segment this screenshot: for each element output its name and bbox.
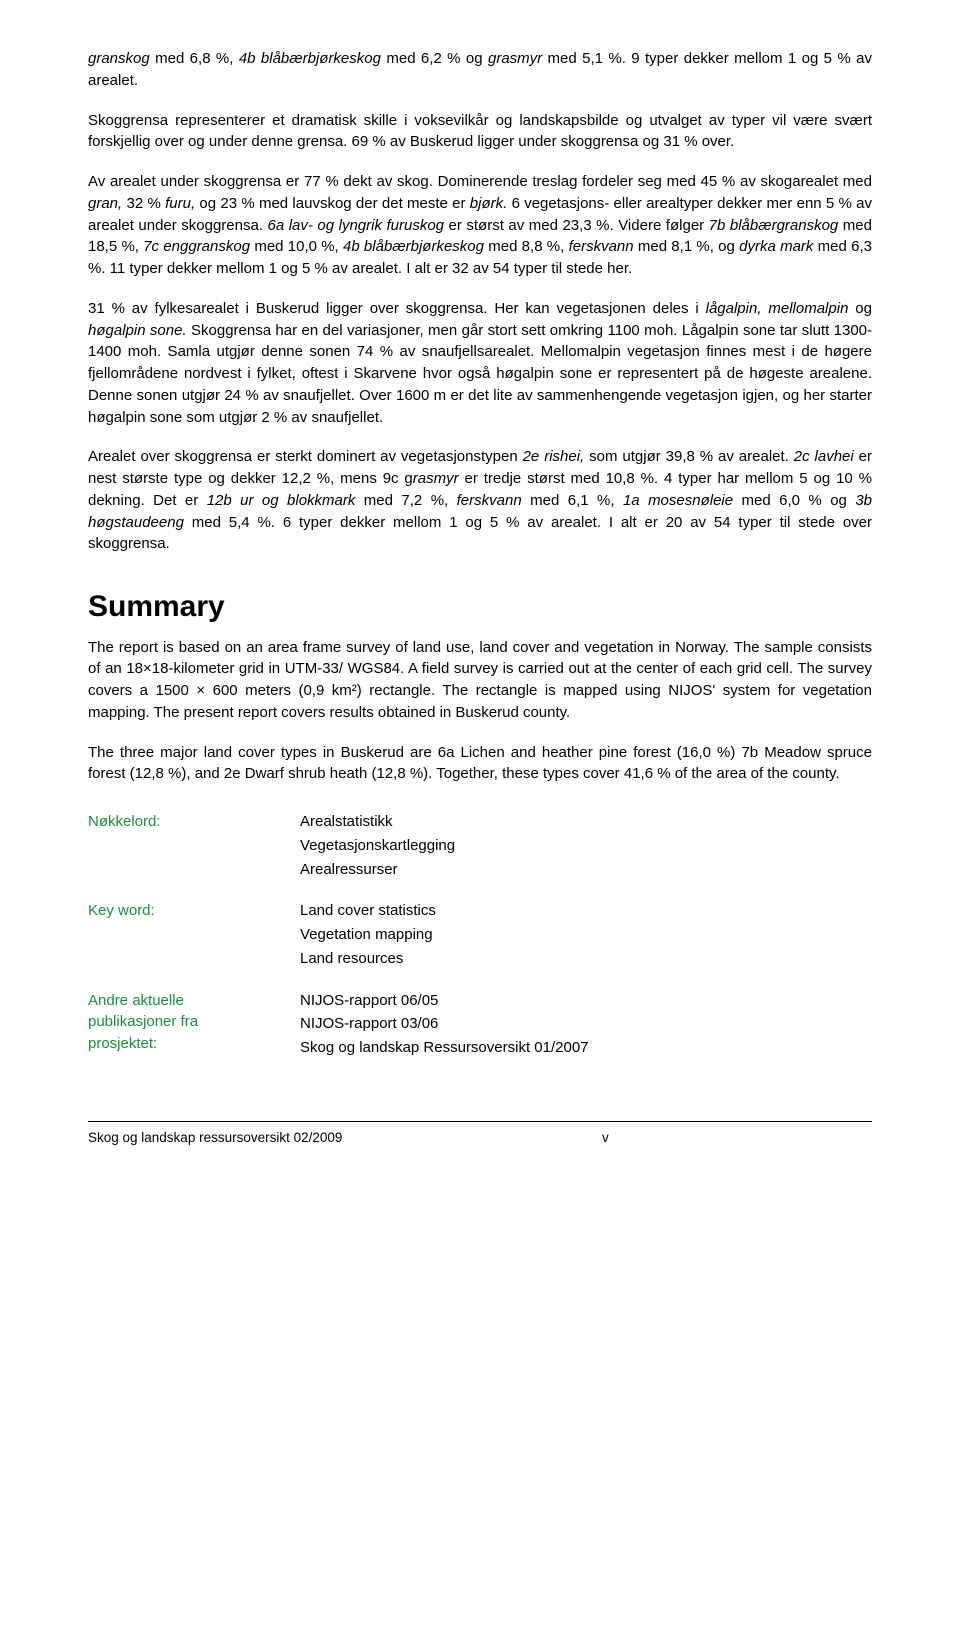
- text: og 23 % med lauvskog der det meste er: [195, 195, 470, 212]
- italic-text: ferskvann: [457, 492, 522, 509]
- italic-text: rasmyr: [413, 470, 459, 487]
- keywords-block: Nøkkelord: Arealstatistikk Vegetasjonska…: [88, 811, 872, 1061]
- text: med 8,8 %,: [484, 238, 569, 255]
- italic-text: bjørk.: [470, 195, 508, 212]
- text: med 6,8 %,: [150, 50, 239, 67]
- footer-left-text: Skog og landskap ressursoversikt 02/2009: [88, 1128, 342, 1148]
- keyword-label-keyword: Key word:: [88, 900, 288, 971]
- italic-text: 7c enggranskog: [143, 238, 250, 255]
- body-paragraph-5: Arealet over skoggrensa er sterkt domine…: [88, 446, 872, 555]
- text: The three major land cover types in Busk…: [88, 744, 872, 783]
- italic-text: furu,: [165, 195, 195, 212]
- body-paragraph-3: Av arealet under skoggrensa er 77 % dekt…: [88, 171, 872, 280]
- keyword-value: Arealstatistikk: [300, 811, 872, 833]
- italic-text: dyrka mark: [739, 238, 813, 255]
- text: 32 %: [122, 195, 165, 212]
- italic-text: gran,: [88, 195, 122, 212]
- keyword-label-line: prosjektet:: [88, 1033, 288, 1055]
- text: med 6,1 %,: [522, 492, 623, 509]
- italic-text: 4b blåbærbjørkeskog: [239, 50, 381, 67]
- summary-paragraph-2: The three major land cover types in Busk…: [88, 742, 872, 786]
- keyword-value: Land resources: [300, 948, 872, 970]
- keyword-label-other-pubs: Andre aktuelle publikasjoner fra prosjek…: [88, 990, 288, 1061]
- keyword-label-line: Andre aktuelle: [88, 990, 288, 1012]
- text: 31 % av fylkesarealet i Buskerud ligger …: [88, 300, 706, 317]
- keyword-value: Arealressurser: [300, 859, 872, 881]
- summary-paragraph-1: The report is based on an area frame sur…: [88, 637, 872, 724]
- italic-text: grasmyr: [488, 50, 542, 67]
- text: Av arealet under skoggrensa er 77 % dekt…: [88, 173, 872, 190]
- keyword-value: NIJOS-rapport 03/06: [300, 1013, 872, 1035]
- text: er størst av med 23,3 %. Videre følger: [444, 217, 709, 234]
- text: med 10,0 %,: [250, 238, 343, 255]
- body-paragraph-2: Skoggrensa representerer et dramatisk sk…: [88, 110, 872, 154]
- keyword-value: NIJOS-rapport 06/05: [300, 990, 872, 1012]
- page-footer: Skog og landskap ressursoversikt 02/2009…: [88, 1121, 872, 1148]
- italic-text: 7b blåbærgranskog: [709, 217, 839, 234]
- italic-text: høgalpin sone.: [88, 322, 187, 339]
- text: med 6,0 % og: [733, 492, 855, 509]
- text: med 7,2 %,: [355, 492, 456, 509]
- italic-text: 2c lavhei: [794, 448, 854, 465]
- italic-text: 6a lav- og lyngrik furuskog: [268, 217, 445, 234]
- italic-text: 12b ur og blokkmark: [207, 492, 356, 509]
- keyword-value: Land cover statistics: [300, 900, 872, 922]
- italic-text: granskog: [88, 50, 150, 67]
- text: The report is based on an area frame sur…: [88, 639, 872, 721]
- text: og: [848, 300, 872, 317]
- keyword-label-nokkelord: Nøkkelord:: [88, 811, 288, 882]
- italic-text: ferskvann: [569, 238, 634, 255]
- keyword-values-keyword: Land cover statistics Vegetation mapping…: [300, 900, 872, 971]
- text: med 6,2 % og: [381, 50, 488, 67]
- footer-page-number: v: [602, 1128, 609, 1148]
- text: Skoggrensa representerer et dramatisk sk…: [88, 112, 872, 151]
- text: Skoggrensa har en del variasjoner, men g…: [88, 322, 872, 426]
- text: med 5,4 %. 6 typer dekker mellom 1 og 5 …: [88, 514, 872, 553]
- summary-heading: Summary: [88, 585, 872, 629]
- text: med 8,1 %, og: [634, 238, 740, 255]
- text: som utgjør 39,8 % av arealet.: [584, 448, 794, 465]
- italic-text: lågalpin, mellomalpin: [706, 300, 849, 317]
- body-paragraph-1: granskog med 6,8 %, 4b blåbærbjørkeskog …: [88, 48, 872, 92]
- text: Arealet over skoggrensa er sterkt domine…: [88, 448, 523, 465]
- keyword-value: Skog og landskap Ressursoversikt 01/2007: [300, 1037, 872, 1059]
- italic-text: 1a mosesnøleie: [623, 492, 733, 509]
- keyword-value: Vegetasjonskartlegging: [300, 835, 872, 857]
- keyword-values-other-pubs: NIJOS-rapport 06/05 NIJOS-rapport 03/06 …: [300, 990, 872, 1061]
- keyword-value: Vegetation mapping: [300, 924, 872, 946]
- keyword-label-line: publikasjoner fra: [88, 1011, 288, 1033]
- body-paragraph-4: 31 % av fylkesarealet i Buskerud ligger …: [88, 298, 872, 429]
- italic-text: 4b blåbærbjørkeskog: [343, 238, 484, 255]
- keyword-values-nokkelord: Arealstatistikk Vegetasjonskartlegging A…: [300, 811, 872, 882]
- italic-text: 2e rishei,: [523, 448, 585, 465]
